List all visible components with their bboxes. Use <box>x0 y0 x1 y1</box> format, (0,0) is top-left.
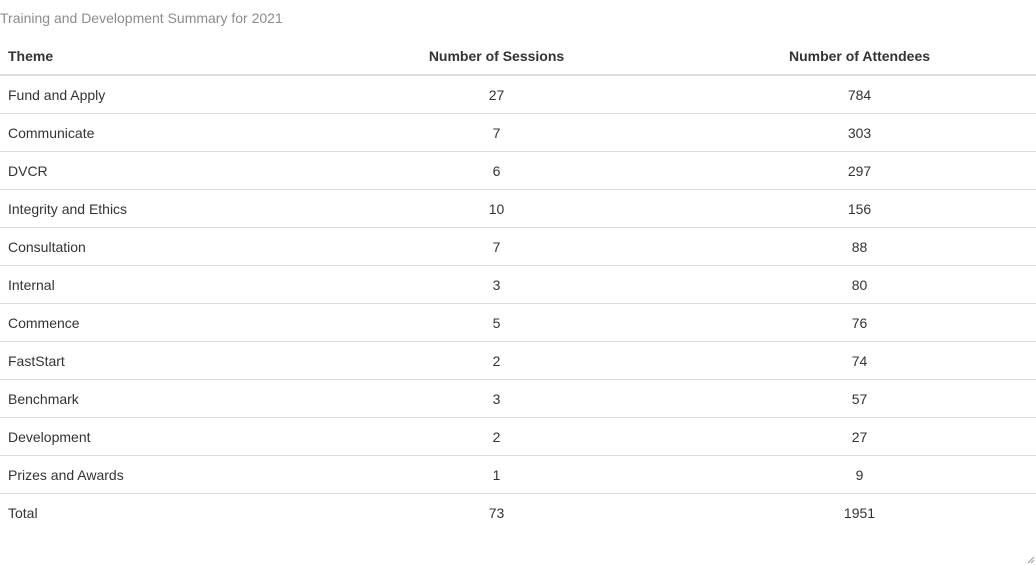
attendees-cell: 80 <box>683 265 1036 304</box>
attendees-cell: 57 <box>683 379 1036 418</box>
table-row: Fund and Apply 27 784 <box>0 75 1036 114</box>
table-body: Fund and Apply 27 784 Communicate 7 303 … <box>0 75 1036 531</box>
sessions-cell: 7 <box>310 113 683 152</box>
table-row: Integrity and Ethics 10 156 <box>0 189 1036 228</box>
attendees-cell: 88 <box>683 227 1036 266</box>
table-row: Communicate 7 303 <box>0 113 1036 152</box>
total-attendees-cell: 1951 <box>843 504 876 521</box>
table-row: DVCR 6 297 <box>0 151 1036 190</box>
theme-cell: Benchmark <box>0 379 310 418</box>
theme-cell: Internal <box>0 265 310 304</box>
column-header-theme: Theme <box>0 38 310 76</box>
total-row: Total 73 1951 <box>0 494 1036 532</box>
attendees-cell: 27 <box>683 417 1036 456</box>
table-row: Prizes and Awards 1 9 <box>0 455 1036 494</box>
theme-cell: Integrity and Ethics <box>0 189 310 228</box>
attendees-cell: 74 <box>683 341 1036 380</box>
theme-cell: Commence <box>0 303 310 342</box>
table-row: Consultation 7 88 <box>0 227 1036 266</box>
sessions-cell: 27 <box>310 75 683 114</box>
theme-cell: Consultation <box>0 227 310 266</box>
table-caption: Training and Development Summary for 202… <box>0 10 283 26</box>
sessions-cell: 5 <box>310 303 683 342</box>
total-sessions-cell: 73 <box>488 504 505 521</box>
table-row: Development 2 27 <box>0 417 1036 456</box>
sessions-cell: 2 <box>310 417 683 456</box>
table-row: Commence 5 76 <box>0 303 1036 342</box>
sessions-cell: 3 <box>310 265 683 304</box>
sessions-cell: 1 <box>310 455 683 494</box>
attendees-cell: 76 <box>683 303 1036 342</box>
theme-cell: Development <box>0 417 310 456</box>
table-row: FastStart 2 74 <box>0 341 1036 380</box>
sessions-cell: 7 <box>310 227 683 266</box>
table-row: Benchmark 3 57 <box>0 379 1036 418</box>
attendees-cell: 297 <box>683 151 1036 190</box>
attendees-cell: 784 <box>683 75 1036 114</box>
training-summary-table: Theme Number of Sessions Number of Atten… <box>0 38 1036 531</box>
sessions-cell: 10 <box>310 189 683 228</box>
sessions-cell: 2 <box>310 341 683 380</box>
theme-cell: Prizes and Awards <box>0 455 310 494</box>
table-row: Internal 3 80 <box>0 265 1036 304</box>
attendees-cell: 9 <box>683 455 1036 494</box>
sessions-cell: 3 <box>310 379 683 418</box>
resize-grip-icon[interactable] <box>1027 556 1035 564</box>
sessions-cell: 6 <box>310 151 683 190</box>
attendees-cell: 303 <box>683 113 1036 152</box>
theme-cell: Communicate <box>0 113 310 152</box>
header-row: Theme Number of Sessions Number of Atten… <box>0 38 1036 76</box>
column-header-attendees: Number of Attendees <box>683 38 1036 76</box>
theme-cell: DVCR <box>0 151 310 190</box>
theme-cell: Fund and Apply <box>0 75 310 114</box>
table-header: Theme Number of Sessions Number of Atten… <box>0 38 1036 76</box>
column-header-sessions: Number of Sessions <box>310 38 683 76</box>
theme-cell: FastStart <box>0 341 310 380</box>
attendees-cell: 156 <box>683 189 1036 228</box>
total-label-cell: Total <box>8 504 38 521</box>
